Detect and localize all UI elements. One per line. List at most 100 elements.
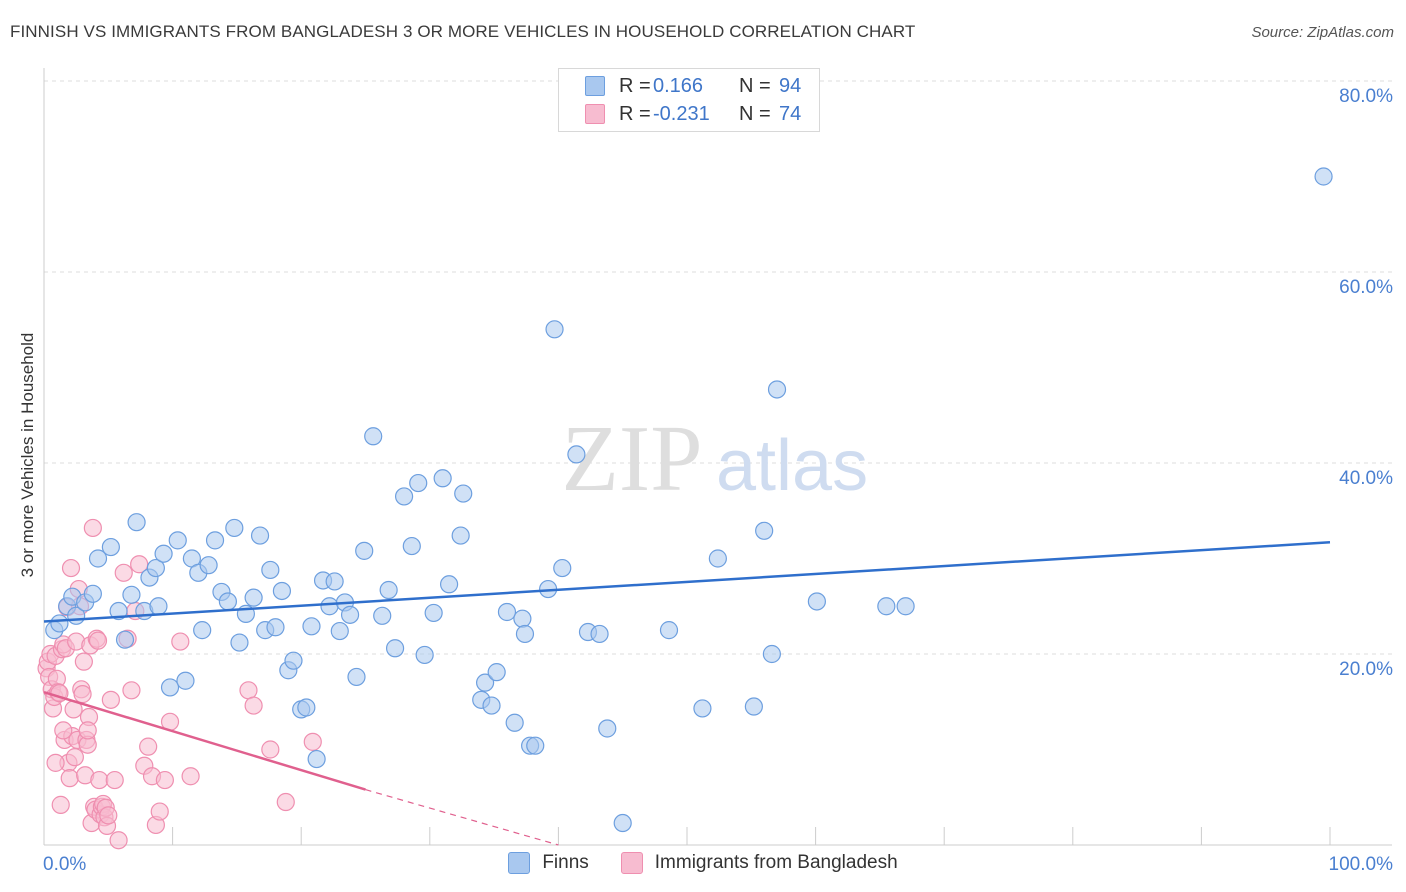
bangladesh-point xyxy=(109,831,128,850)
y-tick-label: 60.0% xyxy=(1339,277,1393,298)
n-label: N = xyxy=(739,102,771,125)
finns-point xyxy=(307,749,326,769)
finns-point xyxy=(225,518,244,538)
finns-point xyxy=(154,544,173,563)
finns-point xyxy=(762,644,781,664)
bangladesh-point xyxy=(61,558,81,578)
series-bangladesh-points xyxy=(37,518,322,850)
r-label: R = xyxy=(619,102,651,125)
bangladesh-point xyxy=(239,681,258,700)
finns-point xyxy=(497,602,517,622)
finns-point xyxy=(325,572,344,591)
bangladesh-trend-extension xyxy=(365,789,559,846)
bangladesh-point xyxy=(46,753,65,772)
finns-point xyxy=(439,575,459,594)
finns-point xyxy=(475,673,495,692)
axes xyxy=(43,68,1392,846)
finns-point xyxy=(127,513,146,532)
finns-point xyxy=(590,624,609,644)
watermark-zip: ZIP xyxy=(562,407,703,511)
finns-point xyxy=(454,484,473,503)
finns-point xyxy=(122,585,141,604)
bangladesh-point xyxy=(74,652,93,671)
finns-point xyxy=(302,617,321,636)
y-tick-label: 20.0% xyxy=(1339,659,1393,680)
bangladesh-point xyxy=(73,685,92,704)
r-label: R = xyxy=(619,74,651,97)
x-tick-label: 0.0% xyxy=(43,854,86,875)
trend-lines xyxy=(43,541,1331,846)
finns-point xyxy=(451,526,470,545)
finns-legend-label: Finns xyxy=(542,852,589,873)
finns-point xyxy=(767,380,787,399)
finns-point xyxy=(330,621,349,641)
x-tick-label: 100.0% xyxy=(1329,854,1394,875)
finns-trend-line xyxy=(43,541,1331,623)
correlation-legend: R = 0.166 N = 94 R = -0.231 N = 74 xyxy=(558,68,820,132)
finns-point xyxy=(193,621,212,640)
series-finns-points xyxy=(45,167,1333,833)
finns-point xyxy=(487,663,506,682)
finns-point xyxy=(261,560,280,580)
bangladesh-point xyxy=(51,795,70,814)
finns-point xyxy=(340,605,360,624)
watermark: ZIP atlas xyxy=(562,407,869,511)
y-tick-label: 80.0% xyxy=(1339,86,1393,107)
finns-point xyxy=(613,813,632,833)
chart-title: FINNISH VS IMMIGRANTS FROM BANGLADESH 3 … xyxy=(10,22,916,41)
finns-swatch xyxy=(585,76,605,96)
series-legend: Finns Immigrants from Bangladesh xyxy=(0,852,1406,874)
finns-point xyxy=(250,526,270,545)
finns-point xyxy=(379,580,398,600)
finns-point xyxy=(355,541,374,560)
finns-point xyxy=(176,671,195,690)
finns-point xyxy=(553,558,572,578)
legend-item-finns[interactable]: Finns xyxy=(508,852,589,874)
finns-point xyxy=(218,592,237,611)
finns-point xyxy=(347,667,366,687)
finns-point xyxy=(545,320,564,339)
bangladesh-point xyxy=(101,690,120,709)
finns-point xyxy=(424,603,443,623)
finns-point xyxy=(205,531,225,550)
gridlines xyxy=(44,80,1392,655)
finns-point xyxy=(598,719,617,738)
finns-point xyxy=(297,698,316,717)
watermark-atlas: atlas xyxy=(716,426,868,506)
bangladesh-point xyxy=(139,737,158,756)
finns-point xyxy=(1314,167,1333,186)
bangladesh-point xyxy=(261,740,280,759)
n-label: N = xyxy=(739,74,771,97)
finns-point xyxy=(244,588,263,607)
source-label: Source: ZipAtlas.com xyxy=(1251,24,1394,41)
tick-labels: 20.0% 40.0% 60.0% 80.0% 0.0% 100.0% xyxy=(43,86,1393,875)
finns-point xyxy=(896,597,915,616)
finns-point xyxy=(877,597,896,616)
finns-point xyxy=(394,487,414,506)
finns-point xyxy=(115,630,135,649)
finns-point xyxy=(567,445,586,464)
finns-point xyxy=(659,621,679,640)
finns-point xyxy=(199,556,218,575)
finns-point xyxy=(807,592,826,611)
bangladesh-point xyxy=(60,769,79,788)
finns-point xyxy=(515,624,535,644)
bangladesh-legend-swatch xyxy=(620,852,643,874)
legend-item-bangladesh[interactable]: Immigrants from Bangladesh xyxy=(620,852,898,874)
bangladesh-point xyxy=(244,696,263,715)
bangladesh-point xyxy=(276,792,295,812)
finns-point xyxy=(149,597,168,616)
finns-point xyxy=(505,713,524,732)
bangladesh-point xyxy=(122,681,141,700)
bangladesh-point xyxy=(54,721,73,740)
finns-point xyxy=(272,581,292,601)
bangladesh-point xyxy=(171,632,190,651)
finns-point xyxy=(708,549,727,568)
finns-point xyxy=(385,639,405,658)
r-value: 0.166 xyxy=(653,74,704,97)
bangladesh-legend-label: Immigrants from Bangladesh xyxy=(654,852,898,873)
finns-point xyxy=(83,584,102,603)
finns-point xyxy=(284,651,303,670)
finns-point xyxy=(168,531,187,550)
finns-point xyxy=(526,736,545,755)
